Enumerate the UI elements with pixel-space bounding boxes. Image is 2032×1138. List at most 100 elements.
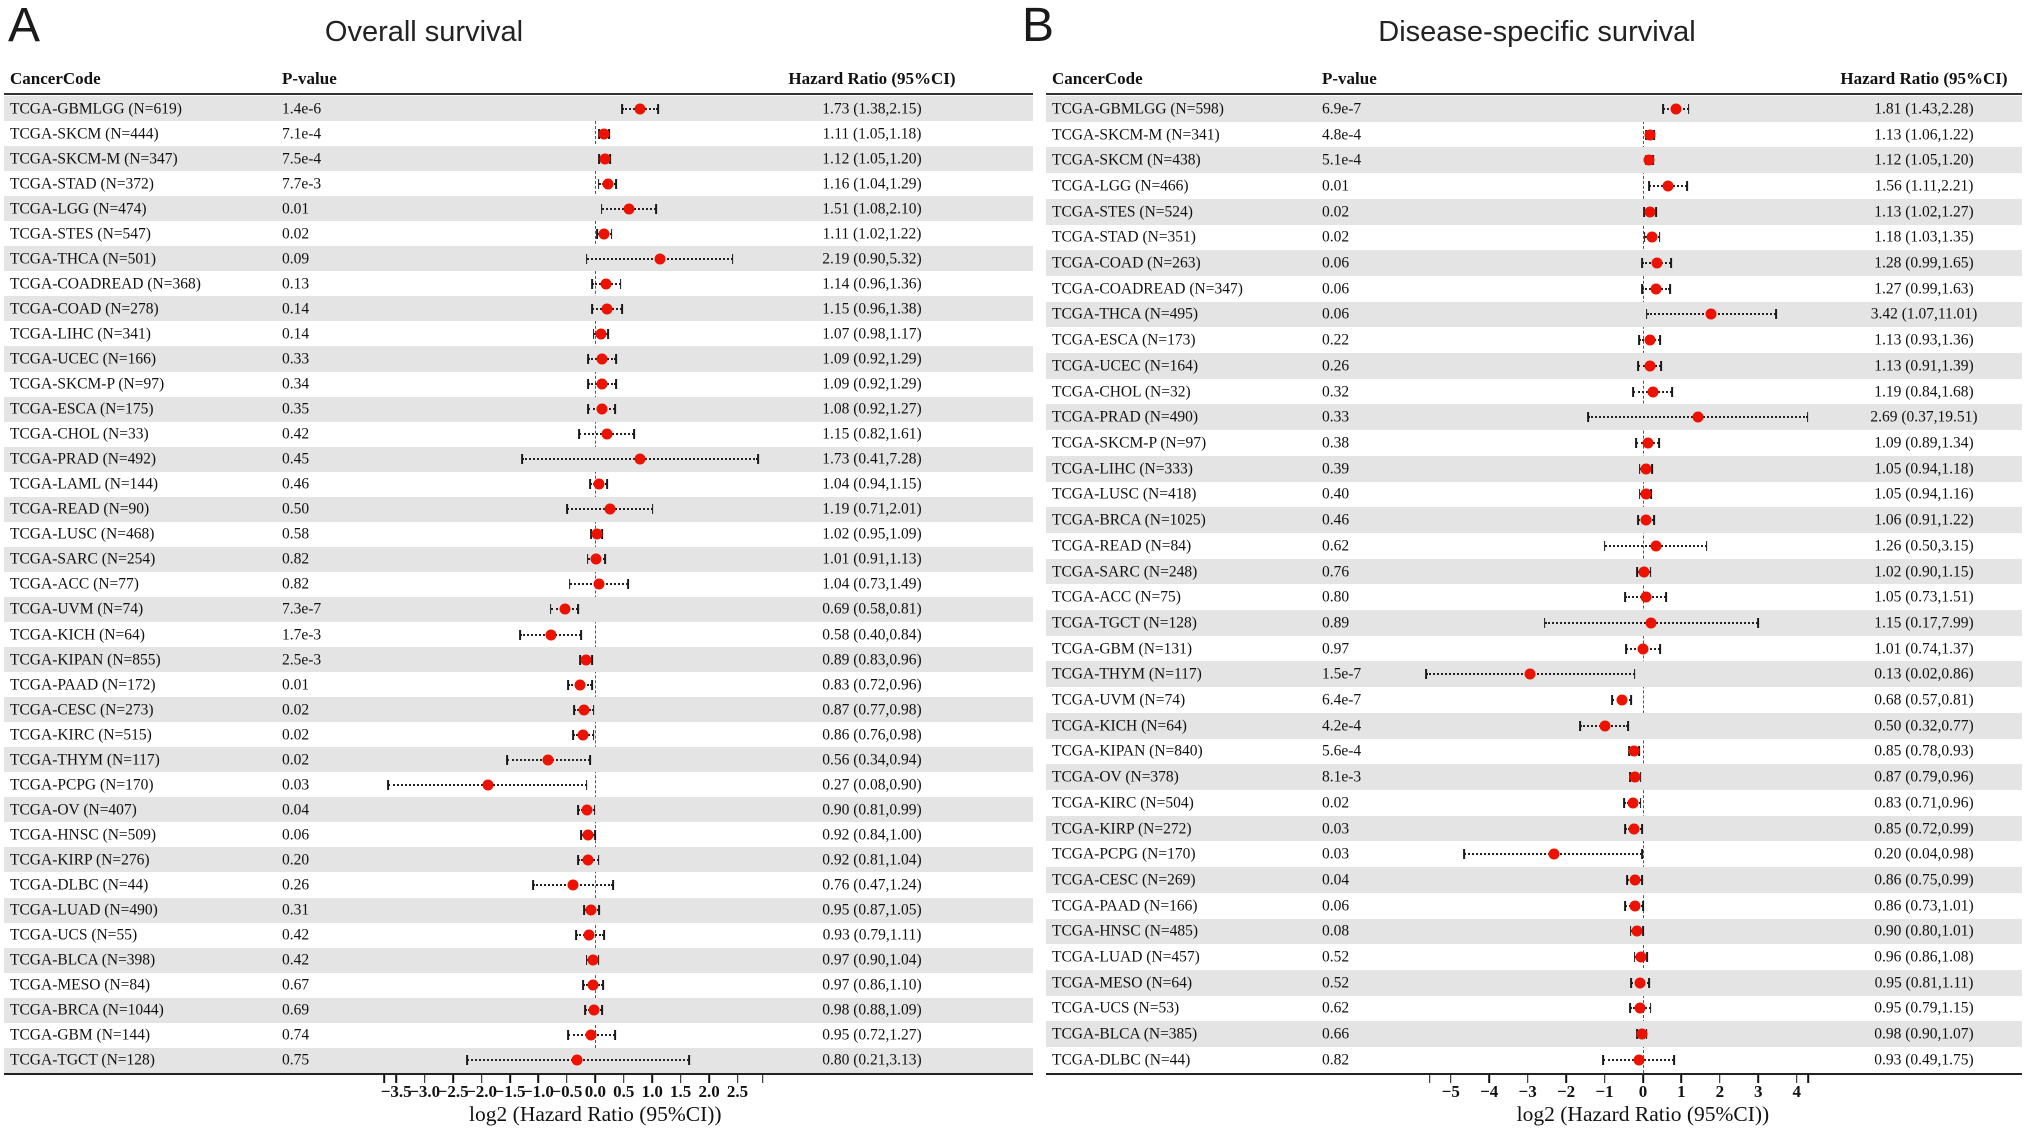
hazard-ratio-text: 0.89 (0.83,0.96) xyxy=(822,650,922,668)
axis-tick xyxy=(1449,1075,1452,1083)
ci-plot xyxy=(1420,533,1814,559)
forest-row: TCGA-LIHC (N=341) 0.14 1.07 (0.98,1.17) xyxy=(4,321,1033,346)
axis-tick xyxy=(566,1075,568,1083)
cancer-code: TCGA-SKCM (N=444) xyxy=(10,124,159,142)
forest-row: TCGA-SKCM-P (N=97) 0.34 1.09 (0.92,1.29) xyxy=(4,372,1033,397)
ci-cap-high xyxy=(655,203,658,214)
ci-plot xyxy=(1420,559,1814,585)
ci-cap-high xyxy=(1651,463,1654,474)
ci-cap-high xyxy=(1649,1003,1652,1014)
forest-row: TCGA-THYM (N=117) 1.5e-7 0.13 (0.02,0.86) xyxy=(1046,661,2022,688)
hr-point xyxy=(601,428,613,440)
hr-point xyxy=(1643,154,1655,166)
cancer-code: TCGA-LUAD (N=490) xyxy=(10,901,158,919)
ci-cap-low xyxy=(577,854,579,865)
forest-row: TCGA-PAAD (N=166) 0.06 0.86 (0.73,1.01) xyxy=(1046,893,2022,919)
ci-plot xyxy=(1420,404,1814,430)
ci-plot xyxy=(1420,790,1814,816)
cancer-code: TCGA-CESC (N=269) xyxy=(1052,871,1196,889)
hazard-ratio-text: 1.01 (0.91,1.13) xyxy=(822,550,922,568)
cancer-code: TCGA-COADREAD (N=347) xyxy=(1052,280,1243,298)
cancer-code: TCGA-COAD (N=278) xyxy=(10,300,159,318)
ci-plot xyxy=(382,898,766,923)
ci-cap-high xyxy=(585,779,588,790)
cancer-code: TCGA-LIHC (N=341) xyxy=(10,325,151,343)
ci-plot xyxy=(382,998,766,1023)
hazard-ratio-text: 0.68 (0.57,0.81) xyxy=(1874,691,1974,709)
cancer-code: TCGA-STES (N=524) xyxy=(1052,202,1193,220)
ci-cap-high xyxy=(592,729,595,740)
hr-point xyxy=(1640,488,1652,500)
ci-plot xyxy=(382,1023,766,1048)
forest-row: TCGA-SARC (N=254) 0.82 1.01 (0.91,1.13) xyxy=(4,546,1033,572)
hazard-ratio-text: 0.87 (0.79,0.96) xyxy=(1874,768,1974,786)
p-value: 0.66 xyxy=(1322,1025,1350,1043)
axis-tick xyxy=(1526,1075,1529,1083)
cancer-code: TCGA-UVM (N=74) xyxy=(1052,691,1186,709)
hr-point xyxy=(590,553,602,565)
hr-point xyxy=(482,779,494,791)
hazard-ratio-text: 0.95 (0.81,1.11) xyxy=(1874,974,1974,991)
ci-plot xyxy=(382,522,766,547)
hazard-ratio-text: 0.93 (0.79,1.11) xyxy=(822,926,922,944)
forest-row: TCGA-DLBC (N=44) 0.26 0.76 (0.47,1.24) xyxy=(4,872,1033,897)
hr-point xyxy=(1548,848,1560,860)
ci-cap-low xyxy=(596,228,598,239)
cancer-code: TCGA-GBM (N=131) xyxy=(1052,639,1193,657)
p-value: 0.82 xyxy=(282,575,310,593)
cancer-code: TCGA-SARC (N=248) xyxy=(1052,562,1198,580)
axis-tick xyxy=(736,1075,739,1083)
ci-plot xyxy=(382,647,766,672)
ci-cap-high xyxy=(1669,283,1671,294)
ci-cap-low xyxy=(1645,309,1648,320)
forest-row: TCGA-OV (N=407) 0.04 0.90 (0.81,0.99) xyxy=(4,797,1033,823)
ci-cap-low xyxy=(1626,874,1628,885)
hr-point xyxy=(1640,591,1652,603)
ci-cap-high xyxy=(601,1005,604,1016)
axis-tick-label: −3.0 xyxy=(409,1082,441,1101)
ci-plot xyxy=(382,722,766,747)
forest-row: TCGA-COAD (N=278) 0.14 1.15 (0.96,1.38) xyxy=(4,296,1033,322)
forest-table: TCGA-GBMLGG (N=619) 1.4e-6 1.73 (1.38,2.15… xyxy=(4,96,1033,1075)
ci-cap-low xyxy=(592,328,595,339)
cancer-code: TCGA-PCPG (N=170) xyxy=(10,776,154,794)
p-value: 0.02 xyxy=(282,700,310,718)
hazard-ratio-text: 1.19 (0.71,2.01) xyxy=(822,500,922,518)
hr-point xyxy=(1651,257,1663,269)
ci-plot xyxy=(382,772,766,797)
ci-cap-high xyxy=(577,604,579,615)
hazard-ratio-text: 1.73 (0.41,7.28) xyxy=(822,450,922,468)
forest-row: TCGA-THCA (N=495) 0.06 3.42 (1.07,11.01) xyxy=(1046,301,2022,328)
axis-tick-label: 1.0 xyxy=(641,1082,663,1101)
ci-cap-low xyxy=(1643,232,1646,243)
cancer-code: TCGA-LUSC (N=468) xyxy=(10,525,155,543)
panel-b-label: B xyxy=(1022,0,1055,52)
axis-tick xyxy=(1757,1075,1760,1083)
ci-plot xyxy=(1420,1047,1814,1073)
ci-cap-low xyxy=(549,604,552,615)
axis-tick xyxy=(761,1075,764,1083)
ci-plot xyxy=(1420,584,1814,610)
ci-cap-high xyxy=(1649,566,1652,577)
hazard-ratio-text: 0.83 (0.71,0.96) xyxy=(1874,794,1974,812)
hr-point xyxy=(1650,283,1662,295)
p-value: 1.7e-3 xyxy=(282,625,322,643)
axis-tick xyxy=(1428,1075,1431,1083)
hazard-ratio-text: 0.85 (0.72,0.99) xyxy=(1874,819,1974,837)
forest-row: TCGA-BRCA (N=1044) 0.69 0.98 (0.88,1.09) xyxy=(4,997,1033,1023)
cancer-code: TCGA-THCA (N=501) xyxy=(10,250,157,268)
forest-row: TCGA-UVM (N=74) 7.3e-7 0.69 (0.58,0.81) xyxy=(4,596,1033,622)
hazard-ratio-text: 0.92 (0.81,1.04) xyxy=(822,851,922,869)
hr-point xyxy=(542,754,554,766)
ci-plot xyxy=(1420,225,1814,251)
forest-row: TCGA-MESO (N=64) 0.52 0.95 (0.81,1.11) xyxy=(1046,969,2022,996)
ci-cap-high xyxy=(1660,360,1663,371)
ci-cap-high xyxy=(1639,797,1642,808)
p-value: 0.50 xyxy=(282,500,310,518)
axis-tick-label: 2 xyxy=(1715,1082,1725,1101)
cancer-code: TCGA-KICH (N=64) xyxy=(10,625,145,643)
forest-row: TCGA-CHOL (N=32) 0.32 1.19 (0.84,1.68) xyxy=(1046,379,2022,405)
axis-tick xyxy=(651,1075,654,1083)
ci-cap-high xyxy=(731,253,734,264)
ci-cap-low xyxy=(572,704,575,715)
